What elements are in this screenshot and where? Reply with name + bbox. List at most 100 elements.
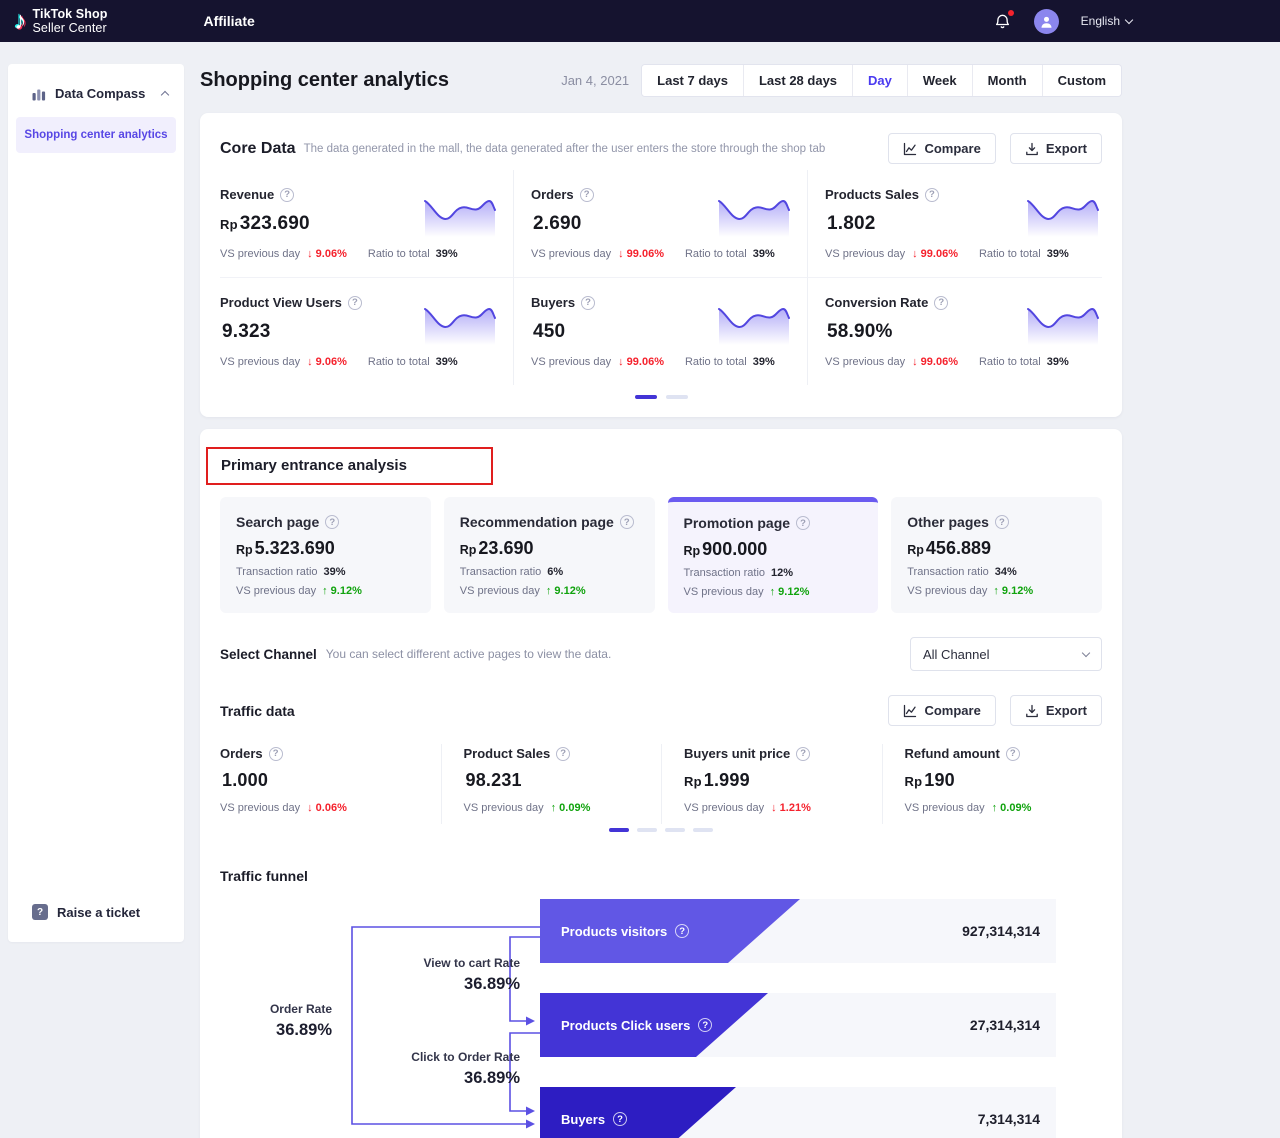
transaction-ratio-value: 6% — [547, 566, 564, 578]
help-icon[interactable]: ? — [581, 295, 596, 310]
range-tab-last-28-days[interactable]: Last 28 days — [742, 65, 853, 96]
vs-previous-day-label: VS previous day — [220, 248, 301, 260]
avatar[interactable] — [1033, 8, 1059, 34]
vs-previous-day-label: VS previous day — [459, 585, 540, 597]
metric-value: 450 — [533, 321, 566, 342]
export-label: Export — [1045, 141, 1087, 156]
vs-previous-day-label: VS previous day — [220, 356, 301, 368]
language-label: English — [1080, 14, 1120, 28]
help-icon[interactable]: ? — [613, 1112, 627, 1126]
ratio-label: Ratio to total — [684, 356, 747, 368]
range-tab-week[interactable]: Week — [906, 65, 972, 96]
brand-line1: TikTok Shop — [32, 6, 108, 21]
range-tab-last-7-days[interactable]: Last 7 days — [642, 65, 743, 96]
metric-cell-product-view-users: Product View Users? 9.323 VS previous da… — [220, 278, 514, 385]
tile-name: Promotion page — [683, 515, 791, 531]
funnel-stage-value: 27,314,314 — [969, 1017, 1040, 1033]
metric-cell-products-sales: Products Sales? 1.802 VS previous day 99… — [808, 170, 1102, 278]
vs-previous-day-label: VS previous day — [220, 802, 301, 814]
chevron-down-icon — [1124, 15, 1134, 24]
entrance-tile-promotion-page[interactable]: Promotion page? Rp 900.000 Transaction ra… — [667, 497, 879, 613]
help-icon[interactable]: ? — [675, 924, 689, 938]
rate-value: 36.89% — [464, 975, 520, 993]
help-icon[interactable]: ? — [924, 187, 939, 202]
delta-value: 0.06% — [307, 802, 347, 814]
select-channel-description: You can select different active pages to… — [325, 647, 612, 661]
help-icon[interactable]: ? — [994, 515, 1009, 529]
date-range-tabs: Last 7 days Last 28 days Day Week Month … — [641, 64, 1122, 97]
pagination-dot[interactable] — [637, 828, 657, 832]
brand-logo[interactable]: ♪ TikTok Shop Seller Center — [14, 7, 107, 36]
metric-cell-conversion-rate: Conversion Rate? 58.90% VS previous day … — [808, 278, 1102, 385]
help-icon[interactable]: ? — [556, 746, 571, 761]
compare-chart-icon — [904, 142, 917, 155]
help-icon[interactable]: ? — [1005, 746, 1020, 761]
view-to-cart-rate: View to cart Rate 36.89% — [340, 956, 520, 994]
help-icon[interactable]: ? — [796, 746, 811, 761]
metric-value: 323.690 — [239, 213, 310, 234]
help-icon[interactable]: ? — [698, 1018, 712, 1032]
export-button[interactable]: Export — [1009, 133, 1102, 164]
ratio-value: 39% — [435, 248, 458, 260]
sidebar: Data Compass Shopping center analytics ?… — [8, 64, 184, 942]
metric-cell-orders: Orders? 2.690 VS previous day 99.06% Rat… — [514, 170, 808, 278]
ratio-value: 39% — [1046, 248, 1069, 260]
core-pagination — [220, 385, 1102, 407]
language-selector[interactable]: English — [1080, 14, 1134, 28]
funnel-bar-buyers[interactable]: Buyers ? — [540, 1087, 736, 1138]
transaction-ratio-label: Transaction ratio — [683, 567, 766, 579]
vs-previous-day-label: VS previous day — [825, 248, 906, 260]
sidebar-item-shopping-center-analytics[interactable]: Shopping center analytics — [16, 117, 176, 153]
nav-item-affiliate[interactable]: Affiliate — [203, 13, 255, 29]
rate-label-text: Click to Order Rate — [411, 1050, 520, 1064]
tile-value: 5.323.690 — [254, 538, 335, 558]
entrance-tile-other-pages[interactable]: Other pages? Rp 456.889 Transaction ratio… — [891, 497, 1102, 613]
pagination-dot[interactable] — [693, 828, 713, 832]
range-tab-custom[interactable]: Custom — [1041, 65, 1121, 96]
pagination-dot[interactable] — [665, 395, 688, 399]
notifications-button[interactable] — [993, 9, 1014, 31]
rate-label-text: Order Rate — [269, 1002, 332, 1016]
channel-select[interactable]: All Channel — [910, 637, 1102, 671]
annotation-red-box: Primary entrance analysis — [206, 447, 493, 485]
help-icon[interactable]: ? — [934, 295, 949, 310]
delta-value: 9.06% — [307, 356, 347, 368]
trend-sparkline — [718, 200, 790, 237]
pagination-dot[interactable] — [665, 828, 685, 832]
range-tab-day[interactable]: Day — [852, 65, 907, 96]
help-icon[interactable]: ? — [796, 516, 811, 530]
currency-prefix: Rp — [684, 774, 702, 789]
traffic-compare-button[interactable]: Compare — [888, 695, 996, 726]
funnel-stage-value: 927,314,314 — [962, 923, 1040, 939]
help-icon[interactable]: ? — [268, 746, 283, 761]
help-icon[interactable]: ? — [579, 187, 594, 202]
vs-previous-day-label: VS previous day — [236, 585, 317, 597]
chevron-down-icon — [1081, 648, 1091, 657]
currency-prefix: Rp — [904, 774, 923, 789]
funnel-bar-products-click-users[interactable]: Products Click users ? — [540, 993, 768, 1057]
help-icon[interactable]: ? — [280, 187, 295, 202]
pagination-dot[interactable] — [634, 395, 657, 399]
core-data-title: Core Data — [220, 139, 296, 157]
transaction-ratio-value: 12% — [771, 567, 794, 579]
entrance-tile-search-page[interactable]: Search page? Rp 5.323.690 Transaction rat… — [220, 497, 431, 613]
range-tab-month[interactable]: Month — [971, 65, 1042, 96]
trend-sparkline — [424, 308, 496, 345]
select-channel-label: Select Channel — [220, 646, 317, 662]
primary-entrance-title: Primary entrance analysis — [221, 457, 407, 474]
help-icon[interactable]: ? — [325, 515, 340, 529]
traffic-export-button[interactable]: Export — [1009, 695, 1102, 726]
help-icon[interactable]: ? — [619, 515, 634, 529]
sidebar-group-data-compass[interactable]: Data Compass — [8, 86, 184, 101]
entrance-tile-recommendation-page[interactable]: Recommendation page? Rp 23.690 Transactio… — [443, 497, 655, 613]
metric-value: 1.000 — [222, 770, 269, 790]
pagination-dot[interactable] — [609, 828, 629, 832]
help-icon: ? — [32, 904, 48, 920]
rate-value: 36.89% — [464, 1069, 520, 1087]
raise-ticket-button[interactable]: ? Raise a ticket — [32, 904, 140, 920]
metric-label: Refund amount — [904, 746, 1000, 761]
funnel-bar-products-visitors[interactable]: Products visitors ? — [540, 899, 800, 963]
compare-button[interactable]: Compare — [888, 133, 996, 164]
help-icon[interactable]: ? — [347, 295, 362, 310]
